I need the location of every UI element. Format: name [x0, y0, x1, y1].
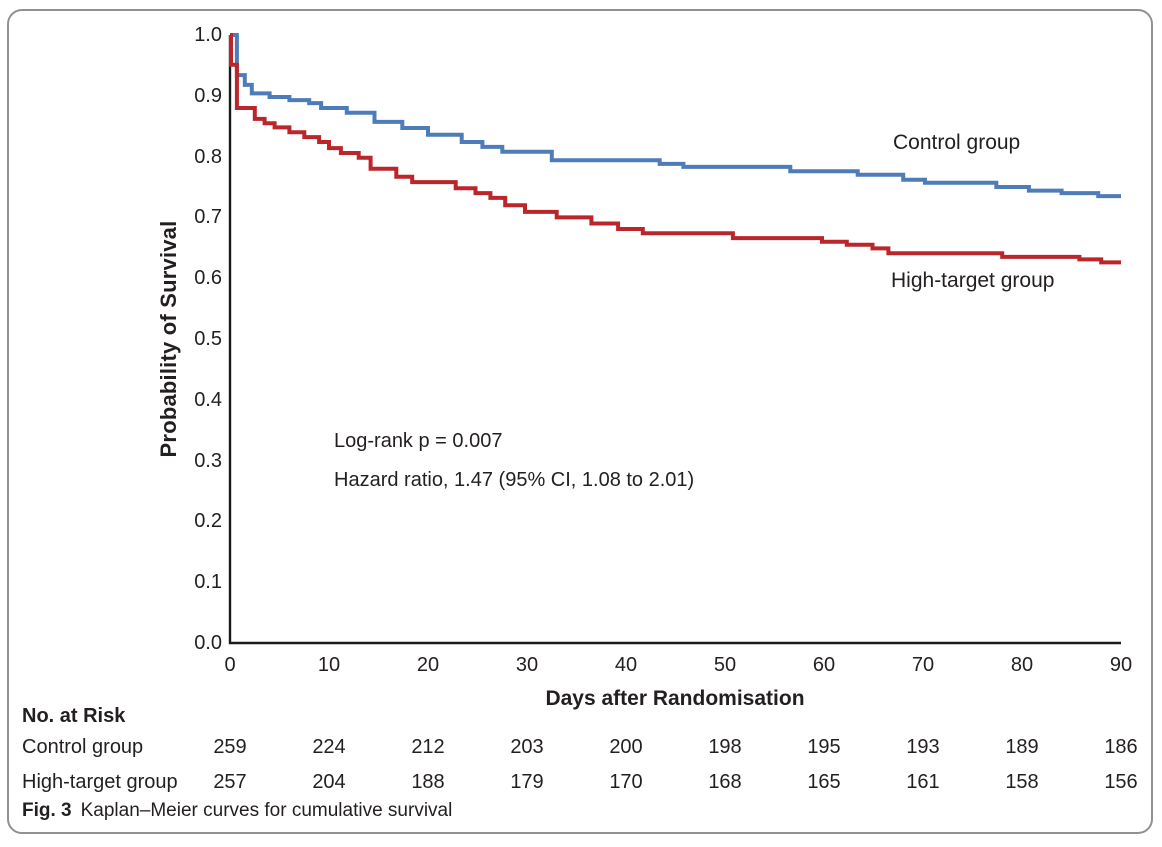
- risk-value: 179: [510, 771, 544, 793]
- risk-table-title: No. at Risk: [22, 705, 126, 727]
- risk-value: 257: [213, 771, 247, 793]
- risk-value: 186: [1104, 736, 1138, 758]
- risk-value: 198: [708, 736, 742, 758]
- control-group-curve: [230, 33, 1121, 199]
- x-tick-label: 70: [911, 654, 935, 676]
- risk-value: 200: [609, 736, 643, 758]
- risk-value: 204: [312, 771, 346, 793]
- figure-caption-text: Kaplan–Meier curves for cumulative survi…: [80, 800, 453, 821]
- risk-value: 188: [411, 771, 445, 793]
- x-tick-label: 90: [1109, 654, 1133, 676]
- x-tick-label: 10: [317, 654, 341, 676]
- x-tick-label: 50: [713, 654, 737, 676]
- y-tick-label: 0.6: [194, 267, 222, 290]
- y-tick-label: 0.2: [194, 510, 222, 533]
- risk-value: 193: [906, 736, 940, 758]
- y-tick-label: 0.5: [194, 328, 222, 350]
- figure-caption-label: Fig. 3: [22, 800, 72, 821]
- risk-value: 165: [807, 771, 841, 793]
- control-group-curve-label: Control group: [893, 131, 1021, 154]
- risk-value: 161: [906, 771, 940, 793]
- risk-value: 195: [807, 736, 841, 758]
- risk-value: 170: [609, 771, 643, 793]
- y-tick-label: 1.0: [194, 24, 222, 46]
- y-tick-label: 0.0: [194, 632, 222, 654]
- risk-value: 168: [708, 771, 742, 793]
- risk-value: 156: [1104, 771, 1138, 793]
- figure-caption: Fig. 3 Kaplan–Meier curves for cumulative…: [22, 800, 452, 822]
- y-tick-label: 0.9: [194, 84, 222, 107]
- figure-frame: [7, 9, 1153, 834]
- risk-value: 158: [1005, 771, 1039, 793]
- x-tick-label: 80: [1010, 654, 1034, 676]
- y-tick-label: 0.8: [194, 145, 222, 168]
- hazard-ratio-annotation: Hazard ratio, 1.47 (95% CI, 1.08 to 2.01…: [334, 469, 695, 491]
- x-tick-label: 60: [812, 654, 836, 676]
- risk-value: 189: [1005, 736, 1039, 758]
- risk-value: 259: [213, 736, 247, 758]
- y-tick-label: 0.4: [194, 388, 222, 411]
- risk-value: 203: [510, 736, 544, 758]
- x-tick-label: 30: [515, 654, 539, 676]
- risk-value: 212: [411, 736, 445, 758]
- y-tick-label: 0.7: [194, 206, 222, 229]
- axes-lines: [228, 35, 1121, 645]
- x-tick-label: 0: [224, 654, 236, 676]
- x-axis-title: Days after Randomisation: [545, 687, 805, 710]
- risk-row-label-control: Control group: [22, 736, 144, 758]
- high-target-group-curve: [229, 33, 1121, 265]
- high-target-group-curve-label: High-target group: [891, 269, 1055, 292]
- x-tick-label: 20: [416, 654, 440, 676]
- risk-row-label-high-target: High-target group: [22, 771, 178, 793]
- y-tick-label: 0.1: [194, 571, 222, 594]
- x-tick-label: 40: [614, 654, 638, 676]
- risk-value: 224: [312, 736, 346, 758]
- y-tick-label: 0.3: [194, 449, 222, 472]
- log-rank-annotation: Log-rank p = 0.007: [334, 430, 503, 452]
